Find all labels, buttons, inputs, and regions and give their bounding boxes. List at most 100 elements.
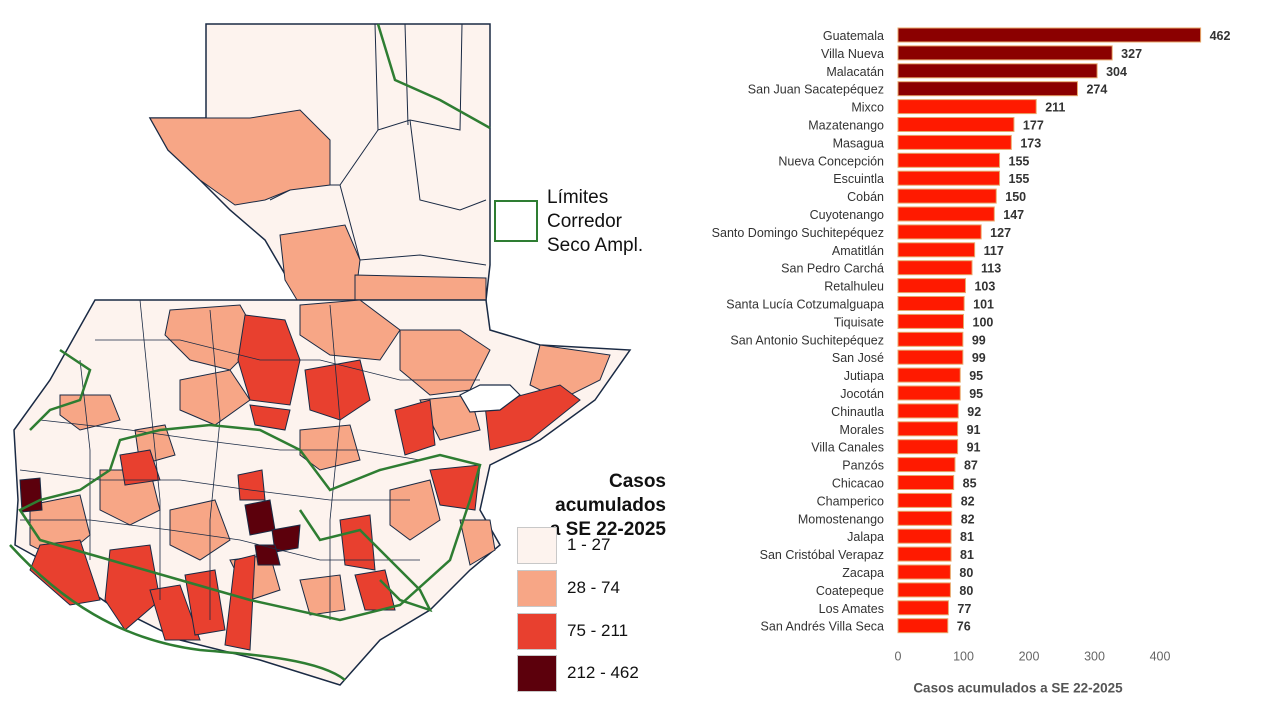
legend-item: 1 - 27 xyxy=(517,527,717,567)
legend-item: 28 - 74 xyxy=(517,570,717,610)
data-label: 127 xyxy=(990,226,1011,240)
data-label: 117 xyxy=(984,244,1004,258)
bar xyxy=(897,152,1001,168)
bar-chart: Guatemala 462 Villa Nueva 327 Malacatán 304 Sa… xyxy=(690,0,1280,720)
category-label: Santa Lucía Cotzumalguapa xyxy=(726,298,884,312)
bar xyxy=(897,457,956,473)
data-label: 462 xyxy=(1210,29,1231,43)
category-label: Zacapa xyxy=(842,566,884,580)
category-label: Chicacao xyxy=(832,477,884,491)
data-label: 85 xyxy=(963,477,977,491)
bar xyxy=(897,367,961,383)
category-label: Retalhuleu xyxy=(824,280,884,294)
bar xyxy=(897,492,953,508)
x-tick-label: 100 xyxy=(953,650,974,664)
category-label: San Andrés Villa Seca xyxy=(761,620,885,634)
bar xyxy=(897,439,959,455)
bar xyxy=(897,170,1001,186)
bar xyxy=(897,134,1012,150)
bar xyxy=(897,188,997,204)
corridor-legend-swatch xyxy=(494,200,538,242)
category-label: San Juan Sacatepéquez xyxy=(748,83,884,97)
map-canvas xyxy=(9,23,632,686)
category-label: Momostenango xyxy=(798,512,884,526)
corridor-legend-label: Límites Corredor Seco Ampl. xyxy=(547,186,643,258)
bar xyxy=(897,117,1015,132)
cases-legend-title-line: a SE 22-2025 xyxy=(549,519,666,540)
legend-swatch xyxy=(517,613,557,650)
bar xyxy=(897,618,949,634)
data-label: 99 xyxy=(972,333,986,347)
data-label: 147 xyxy=(1003,208,1024,222)
region-peten-west xyxy=(149,109,331,206)
data-label: 92 xyxy=(967,405,981,419)
category-label: Los Amates xyxy=(819,602,884,616)
x-tick-label: 200 xyxy=(1019,650,1040,664)
bar xyxy=(897,260,973,276)
category-label: Guatemala xyxy=(823,29,884,43)
data-label: 82 xyxy=(961,494,975,508)
region-peten-south xyxy=(279,224,361,306)
data-label: 103 xyxy=(974,280,995,294)
data-label: 211 xyxy=(1045,101,1065,115)
bar xyxy=(897,421,959,437)
category-label: Villa Canales xyxy=(811,441,884,455)
category-label: Jalapa xyxy=(847,530,884,544)
category-label: Cuyotenango xyxy=(810,208,884,222)
bar xyxy=(897,385,961,401)
data-label: 91 xyxy=(967,423,981,437)
category-label: Panzós xyxy=(842,459,884,473)
bar xyxy=(897,546,952,562)
category-label: Mazatenango xyxy=(808,119,884,133)
data-label: 99 xyxy=(972,351,986,365)
guatemala-map: Límites Corredor Seco Ampl. Casos acumul… xyxy=(9,23,666,692)
category-label: Nueva Concepción xyxy=(778,154,884,168)
data-label: 77 xyxy=(957,602,971,616)
category-label: Masagua xyxy=(833,136,884,150)
data-label: 274 xyxy=(1086,83,1107,97)
data-label: 81 xyxy=(960,530,974,544)
data-label: 101 xyxy=(973,298,994,312)
bar xyxy=(897,510,953,526)
bar xyxy=(897,296,965,311)
category-label: Champerico xyxy=(817,494,884,508)
data-label: 82 xyxy=(961,512,975,526)
data-label: 173 xyxy=(1020,136,1041,150)
bar xyxy=(897,206,995,222)
cases-legend-title: Casos acumulados a SE 22-2025 xyxy=(496,470,666,542)
x-tick-label: 0 xyxy=(895,650,902,664)
category-label: Jocotán xyxy=(840,387,884,401)
category-label: Coatepeque xyxy=(816,584,884,598)
dry-corridor-boundary xyxy=(9,23,491,681)
corridor-label-line: Corredor xyxy=(547,211,622,232)
bar xyxy=(897,600,949,616)
legend-swatch xyxy=(517,527,557,564)
data-label: 113 xyxy=(981,262,1001,276)
legend-label: 212 - 462 xyxy=(567,663,639,682)
legend-swatch xyxy=(517,655,557,692)
data-label: 81 xyxy=(960,548,974,562)
category-label: Morales xyxy=(840,423,884,437)
data-label: 155 xyxy=(1009,172,1030,186)
data-label: 150 xyxy=(1005,190,1026,204)
cases-legend-title-line: Casos acumulados xyxy=(555,471,666,516)
bar xyxy=(897,528,952,544)
bar xyxy=(897,99,1037,115)
bar xyxy=(897,63,1098,79)
bar xyxy=(897,349,964,365)
data-label: 327 xyxy=(1121,47,1142,61)
bar-chart-svg: Guatemala 462 Villa Nueva 327 Malacatán 304 Sa… xyxy=(712,27,1231,696)
legend-label: 1 - 27 xyxy=(567,535,611,554)
bar xyxy=(897,582,951,598)
category-label: Chinautla xyxy=(831,405,884,419)
category-label: San Cristóbal Verapaz xyxy=(760,548,884,562)
data-label: 304 xyxy=(1106,65,1127,79)
category-label: San Pedro Carchá xyxy=(781,262,884,276)
bar xyxy=(897,81,1078,97)
bar xyxy=(897,403,959,419)
data-label: 80 xyxy=(959,584,973,598)
data-label: 76 xyxy=(957,620,971,634)
data-label: 80 xyxy=(959,566,973,580)
category-label: San José xyxy=(832,351,884,365)
bar xyxy=(897,278,966,294)
